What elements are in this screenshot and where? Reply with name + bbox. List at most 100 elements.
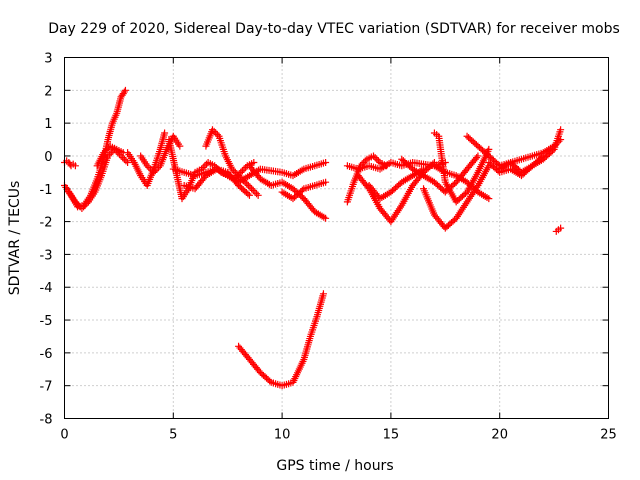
series-arc-4 — [93, 142, 127, 170]
data-point-marker — [83, 200, 91, 208]
data-point-marker — [369, 152, 377, 160]
data-point-marker — [298, 186, 306, 194]
data-point-marker — [176, 142, 184, 150]
data-point-marker — [254, 191, 262, 199]
data-point-marker — [473, 154, 481, 162]
data-point-marker — [146, 165, 154, 173]
x-tick-label: 5 — [169, 428, 177, 443]
data-point-marker — [103, 145, 111, 153]
data-point-marker — [251, 188, 259, 196]
y-tick-label: 1 — [44, 117, 52, 132]
data-point-marker — [100, 149, 108, 157]
y-tick-label: -3 — [40, 248, 53, 263]
x-tick-label: 15 — [383, 428, 400, 443]
x-tick-label: 10 — [274, 428, 291, 443]
series-arc-21 — [430, 162, 493, 203]
data-point-marker — [248, 185, 256, 193]
data-point-marker — [240, 165, 248, 173]
data-point-marker — [371, 154, 379, 162]
data-point-marker — [81, 201, 89, 209]
data-point-marker — [78, 204, 86, 212]
chart-title: Day 229 of 2020, Sidereal Day-to-day VTE… — [48, 21, 620, 37]
data-point-marker — [244, 190, 252, 198]
data-point-marker — [161, 129, 169, 137]
data-point-marker — [233, 170, 241, 178]
data-point-marker — [104, 152, 112, 160]
data-point-marker — [238, 175, 246, 183]
y-tick-label: 2 — [44, 84, 52, 99]
data-point-marker — [322, 178, 330, 186]
grid-layer — [64, 57, 609, 419]
data-point-marker — [374, 157, 382, 165]
data-point-marker — [322, 159, 330, 167]
data-point-marker — [120, 88, 128, 96]
y-tick-label: 0 — [44, 150, 52, 165]
data-point-marker — [210, 127, 218, 135]
data-point-marker — [250, 159, 258, 167]
data-point-marker — [145, 163, 153, 171]
data-point-marker — [228, 165, 236, 173]
series-arc-9 — [180, 165, 253, 199]
y-tick-label: -5 — [40, 314, 53, 329]
data-point-marker — [322, 214, 330, 222]
data-point-marker — [474, 152, 482, 160]
data-point-marker — [201, 162, 209, 170]
data-point-marker — [244, 181, 252, 189]
data-point-marker — [557, 224, 565, 232]
data-point-marker — [249, 186, 257, 194]
series-arc-25 — [552, 224, 565, 235]
data-point-marker — [319, 290, 327, 298]
data-point-marker — [155, 163, 163, 171]
data-point-marker — [106, 150, 114, 158]
data-point-marker — [235, 172, 243, 180]
data-point-marker — [107, 149, 115, 157]
data-point-marker — [253, 190, 261, 198]
data-point-marker — [71, 162, 79, 170]
x-axis-label: GPS time / hours — [276, 458, 393, 474]
data-point-marker — [80, 203, 88, 211]
data-point-marker — [231, 168, 239, 176]
data-point-marker — [360, 159, 368, 167]
data-point-marker — [101, 147, 109, 155]
data-point-marker — [75, 201, 83, 209]
tick-layer — [64, 57, 609, 419]
data-point-marker — [539, 152, 547, 160]
series-arc-10 — [202, 126, 262, 199]
data-point-marker — [124, 159, 132, 167]
data-point-marker — [246, 183, 254, 191]
series-layer — [61, 86, 565, 390]
data-point-marker — [143, 162, 151, 170]
data-point-marker — [485, 145, 493, 153]
x-tick-label: 25 — [600, 428, 617, 443]
data-point-marker — [122, 157, 130, 165]
data-point-marker — [494, 160, 502, 168]
data-point-marker — [150, 168, 158, 176]
plot-frame — [64, 57, 609, 419]
y-axis-label: SDTVAR / TECUs — [7, 181, 23, 296]
data-point-marker — [73, 200, 81, 208]
data-point-marker — [485, 195, 493, 203]
y-tick-label: -2 — [40, 216, 53, 231]
data-point-marker — [239, 177, 247, 185]
data-point-marker — [120, 155, 128, 163]
series-arc-6 — [137, 132, 184, 176]
data-point-marker — [538, 153, 546, 161]
data-point-marker — [238, 167, 246, 175]
series-arc-12 — [278, 178, 330, 203]
y-tick-label: -6 — [40, 347, 53, 362]
data-point-marker — [71, 198, 79, 206]
y-tick-label: -1 — [40, 183, 53, 198]
data-point-marker — [243, 180, 251, 188]
series-arc-13 — [235, 290, 327, 390]
data-point-marker — [361, 157, 369, 165]
y-tick-label: 3 — [44, 52, 52, 67]
y-tick-label: -4 — [40, 281, 53, 296]
data-point-marker — [557, 126, 565, 134]
y-tick-label: -8 — [40, 413, 53, 428]
data-point-marker — [213, 131, 221, 139]
series-arc-17 — [365, 165, 428, 203]
data-point-marker — [245, 191, 253, 199]
data-point-marker — [208, 126, 216, 134]
